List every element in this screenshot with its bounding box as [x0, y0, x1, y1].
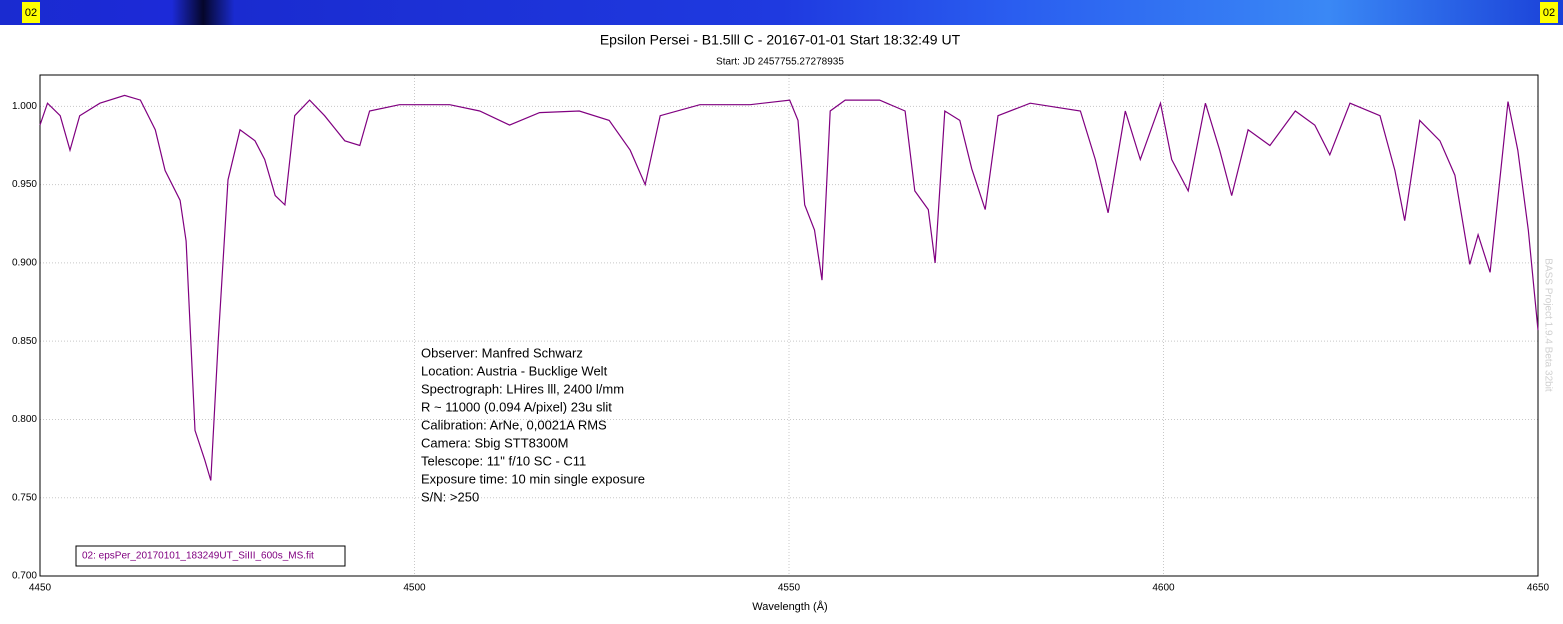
y-tick-label: 0.850: [12, 336, 37, 347]
strip-tag: [22, 2, 40, 23]
chart-subtitle: Start: JD 2457755.27278935: [716, 57, 844, 68]
x-tick-label: 4650: [1527, 583, 1550, 594]
y-tick-label: 0.800: [12, 414, 37, 425]
annotation-line: Observer: Manfred Schwarz: [421, 345, 583, 360]
y-tick-label: 0.950: [12, 179, 37, 190]
chart-title: Epsilon Persei - B1.5lll C - 20167-01-01…: [600, 32, 961, 48]
x-tick-label: 4500: [403, 583, 426, 594]
watermark: BASS Project 1.9.4 Beta 32bit: [1542, 258, 1553, 392]
y-tick-label: 0.700: [12, 571, 37, 582]
annotation-line: Telescope: 11" f/10 SC - C11: [421, 453, 586, 468]
annotation-line: Calibration: ArNe, 0,0021A RMS: [421, 417, 607, 432]
x-tick-label: 4550: [778, 583, 801, 594]
annotation-line: S/N: >250: [421, 489, 479, 504]
spectrum-line: [39, 94, 1539, 481]
annotation-line: R ~ 11000 (0.094 A/pixel) 23u slit: [421, 399, 612, 414]
annotation-line: Location: Austria - Bucklige Welt: [421, 363, 608, 378]
x-axis-label: Wavelength (Å): [752, 600, 827, 613]
y-tick-label: 1.000: [12, 101, 37, 112]
x-tick-label: 4600: [1152, 583, 1175, 594]
annotation-line: Camera: Sbig STT8300M: [421, 435, 568, 450]
strip-label: 02: [25, 7, 37, 19]
annotation-line: Spectrograph: LHires lll, 2400 l/mm: [421, 381, 624, 396]
x-tick-label: 4450: [29, 583, 52, 594]
y-tick-label: 0.750: [12, 492, 37, 503]
legend-box: [75, 545, 346, 567]
annotation-line: Exposure time: 10 min single exposure: [421, 471, 645, 486]
y-tick-label: 0.900: [12, 258, 37, 269]
strip-label: 02: [1543, 7, 1555, 19]
strip-tag: [1540, 2, 1558, 23]
legend-label: 02: epsPer_20170101_183249UT_SiIII_600s_…: [82, 551, 314, 562]
spectrum-strip: [0, 0, 1563, 25]
